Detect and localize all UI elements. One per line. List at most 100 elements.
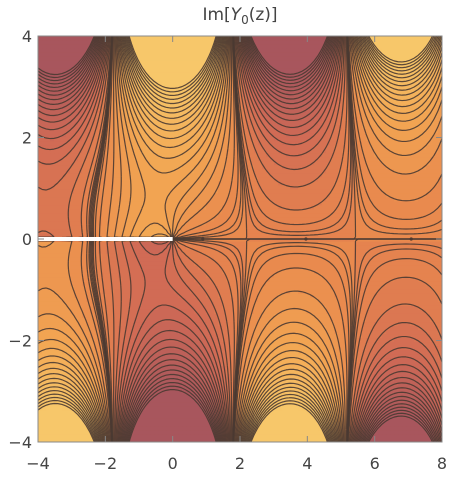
contour-fill-cell (374, 305, 379, 310)
contour-fill-cell (430, 325, 435, 331)
contour-fill-cell (438, 377, 442, 383)
contour-fill-cell (166, 417, 171, 423)
contour-fill-cell (358, 353, 363, 359)
contour-fill-cell (58, 409, 63, 415)
contour-fill-cell (390, 325, 395, 331)
contour-fill-cell (382, 313, 387, 318)
contour-fill-cell (426, 301, 431, 306)
contour-fill-cell (70, 301, 75, 306)
contour-fill-cell (114, 321, 119, 327)
contour-fill-cell (186, 345, 191, 351)
contour-fill-cell (390, 413, 395, 419)
contour-fill-cell (290, 309, 295, 314)
contour-fill-cell (218, 305, 223, 310)
contour-fill-cell (294, 437, 299, 442)
contour-fill-cell (122, 393, 127, 399)
contour-fill-cell (134, 305, 139, 310)
contour-fill-cell (194, 373, 199, 379)
contour-fill-cell (162, 297, 167, 302)
contour-fill-cell (338, 365, 343, 371)
contour-fill-cell (206, 261, 211, 266)
contour-fill-cell (146, 253, 151, 258)
contour-fill-cell (374, 313, 379, 318)
contour-fill-cell (282, 309, 287, 314)
contour-fill-cell (402, 377, 407, 383)
contour-fill-cell (58, 257, 63, 262)
contour-fill-cell (78, 433, 83, 439)
contour-fill-cell (42, 313, 47, 318)
contour-fill-cell (118, 353, 123, 359)
contour-fill-cell (306, 389, 311, 395)
contour-fill-cell (142, 421, 147, 427)
contour-fill-cell (278, 409, 283, 415)
contour-fill-cell (206, 349, 211, 355)
contour-fill-cell (118, 393, 123, 399)
contour-fill-cell (182, 305, 187, 310)
contour-fill-cell (426, 297, 431, 302)
contour-fill-cell (46, 281, 51, 286)
contour-fill-cell (130, 321, 135, 327)
contour-fill-cell (134, 301, 139, 306)
contour-fill-cell (122, 293, 127, 298)
contour-fill-cell (274, 401, 279, 407)
contour-fill-cell (278, 353, 283, 359)
contour-fill-cell (258, 353, 263, 359)
contour-fill-cell (118, 257, 123, 262)
contour-fill-cell (210, 273, 215, 278)
contour-fill-cell (422, 429, 427, 435)
contour-fill-cell (282, 357, 287, 363)
contour-fill-cell (138, 389, 143, 395)
contour-fill-cell (106, 349, 111, 355)
contour-fill-cell (222, 281, 227, 286)
contour-fill-cell (254, 325, 259, 331)
contour-fill-cell (202, 429, 207, 435)
contour-fill-cell (150, 401, 155, 407)
contour-fill-cell (294, 425, 299, 431)
contour-fill-cell (90, 369, 95, 375)
contour-fill-cell (62, 357, 67, 363)
contour-fill-cell (250, 369, 255, 375)
contour-fill-cell (402, 417, 407, 423)
contour-fill-cell (310, 249, 315, 254)
contour-fill-cell (210, 325, 215, 331)
contour-fill-cell (338, 405, 343, 411)
contour-fill-cell (130, 253, 135, 258)
contour-fill-cell (286, 261, 291, 266)
contour-fill-cell (218, 417, 223, 423)
contour-fill-cell (430, 313, 435, 318)
contour-fill-cell (194, 421, 199, 427)
contour-fill-cell (290, 281, 295, 286)
contour-fill-cell (162, 313, 167, 318)
contour-fill-cell (50, 309, 55, 314)
contour-fill-cell (250, 325, 255, 331)
contour-fill-cell (306, 293, 311, 298)
contour-fill-cell (282, 369, 287, 375)
contour-fill-cell (306, 401, 311, 407)
contour-fill-cell (246, 365, 251, 371)
contour-fill-cell (326, 309, 331, 314)
contour-fill-cell (278, 405, 283, 411)
contour-fill-cell (306, 385, 311, 391)
contour-fill-cell (182, 425, 187, 431)
contour-fill-cell (174, 277, 179, 282)
contour-fill-cell (166, 437, 171, 442)
contour-fill-cell (158, 385, 163, 391)
contour-fill-cell (254, 289, 259, 294)
contour-fill-cell (38, 309, 43, 314)
contour-fill-cell (390, 289, 395, 294)
contour-fill-cell (210, 317, 215, 323)
contour-fill-cell (214, 305, 219, 310)
contour-fill-cell (358, 337, 363, 343)
contour-fill-cell (166, 361, 171, 367)
contour-fill-cell (398, 309, 403, 314)
contour-fill-cell (306, 261, 311, 266)
contour-fill-cell (298, 357, 303, 363)
contour-fill-cell (150, 321, 155, 327)
contour-fill-cell (94, 365, 99, 371)
contour-fill-cell (170, 269, 175, 274)
contour-fill-cell (422, 421, 427, 427)
contour-fill-cell (322, 433, 327, 439)
contour-fill-cell (114, 345, 119, 351)
contour-fill-cell (186, 261, 191, 266)
contour-fill-cell (178, 317, 183, 323)
